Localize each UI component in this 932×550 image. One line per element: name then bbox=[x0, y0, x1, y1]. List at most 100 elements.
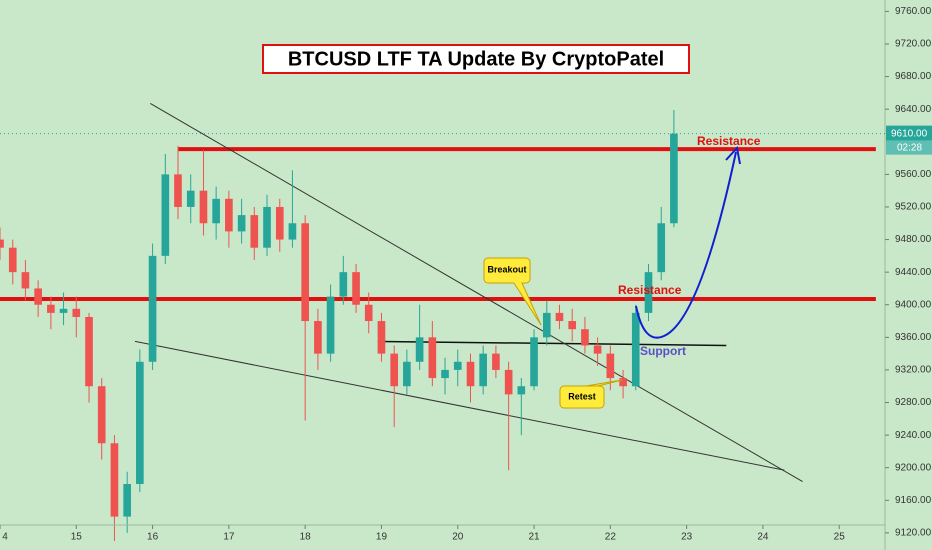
callout bbox=[559, 379, 623, 409]
candle-body bbox=[85, 316, 93, 387]
candle-body bbox=[466, 361, 475, 387]
candle-body bbox=[606, 353, 615, 379]
candle-body bbox=[581, 329, 589, 346]
candle-body bbox=[8, 247, 17, 273]
candle-body bbox=[199, 190, 208, 224]
x-tick-label: 21 bbox=[528, 532, 540, 543]
candle-body bbox=[631, 312, 640, 387]
y-tick-label: 9480.00 bbox=[895, 234, 932, 245]
candle-body bbox=[148, 255, 157, 362]
y-tick-label: 9440.00 bbox=[895, 267, 932, 278]
candle-body bbox=[339, 272, 348, 297]
candle-body bbox=[479, 353, 487, 387]
candle-body bbox=[59, 308, 68, 313]
candle-body bbox=[161, 174, 170, 256]
annotation: Resistance bbox=[618, 283, 682, 297]
trend-line bbox=[134, 340, 785, 471]
candle-body bbox=[136, 361, 144, 484]
candle-body bbox=[288, 223, 297, 240]
candle-body bbox=[275, 206, 284, 240]
candle-body bbox=[555, 312, 564, 322]
plot bbox=[0, 103, 876, 542]
candle-body bbox=[225, 198, 233, 232]
candle-body bbox=[326, 296, 335, 354]
y-tick-label: 9720.00 bbox=[895, 39, 932, 50]
annotation: Support bbox=[640, 344, 686, 358]
x-tick-label: 16 bbox=[147, 532, 159, 543]
x-tick-label: 4 bbox=[2, 532, 8, 543]
candle-body bbox=[237, 215, 246, 232]
candle-body bbox=[212, 198, 220, 224]
y-tick-label: 9160.00 bbox=[895, 495, 932, 506]
candle-body bbox=[568, 321, 577, 330]
candle-body bbox=[301, 223, 309, 322]
y-tick-label: 9400.00 bbox=[895, 299, 932, 310]
candle-body bbox=[314, 321, 322, 354]
y-tick-label: 9200.00 bbox=[895, 462, 932, 473]
annotation: Retest bbox=[568, 391, 596, 401]
callout bbox=[483, 257, 542, 326]
x-tick-label: 23 bbox=[681, 532, 693, 543]
candle-body bbox=[453, 361, 462, 370]
countdown: 02:28 bbox=[897, 142, 922, 153]
projection-arrow bbox=[725, 145, 741, 165]
candle-body bbox=[263, 206, 271, 248]
candle-body bbox=[542, 312, 551, 338]
candle-body bbox=[72, 308, 81, 317]
candle-body bbox=[619, 378, 627, 387]
candle-body bbox=[593, 345, 602, 354]
y-tick-label: 9680.00 bbox=[895, 71, 932, 82]
x-tick-label: 18 bbox=[300, 532, 312, 543]
annotation: Breakout bbox=[487, 264, 526, 274]
candle-body bbox=[352, 272, 360, 305]
title-box bbox=[262, 44, 690, 74]
y-tick-label: 9240.00 bbox=[895, 430, 932, 441]
annotation: Resistance bbox=[697, 134, 761, 148]
y-tick-label: 9280.00 bbox=[895, 397, 932, 408]
y-tick-label: 9360.00 bbox=[895, 332, 932, 343]
y-tick-label: 9760.00 bbox=[895, 6, 932, 17]
candle-body bbox=[377, 321, 386, 354]
y-tick-label: 9560.00 bbox=[895, 169, 932, 180]
y-tick-label: 9520.00 bbox=[895, 202, 932, 213]
x-tick-label: 22 bbox=[605, 532, 617, 543]
candle-body bbox=[174, 174, 182, 207]
candle-body bbox=[364, 304, 373, 322]
x-tick-label: 19 bbox=[376, 532, 388, 543]
last-price-label: 9610.00 bbox=[891, 128, 928, 139]
countdown-box bbox=[886, 140, 932, 155]
candle-body bbox=[428, 337, 437, 379]
candle-body bbox=[657, 223, 666, 273]
last-price-box bbox=[886, 125, 932, 141]
chart-title: BTCUSD LTF TA Update By CryptoPatel bbox=[288, 48, 664, 70]
candle-body bbox=[123, 484, 132, 517]
candle-body bbox=[504, 369, 513, 395]
candle-body bbox=[670, 133, 678, 224]
candle-body bbox=[186, 190, 195, 207]
candle-body bbox=[110, 443, 119, 517]
candle-body bbox=[415, 337, 424, 362]
y-tick-label: 9320.00 bbox=[895, 365, 932, 376]
candle-body bbox=[517, 386, 526, 395]
candle-body bbox=[492, 353, 500, 370]
candle-body bbox=[97, 386, 106, 444]
candle-body bbox=[47, 304, 55, 313]
projection-curve bbox=[635, 151, 737, 339]
x-tick-label: 24 bbox=[757, 532, 769, 543]
x-tick-label: 25 bbox=[834, 532, 846, 543]
candle-body bbox=[21, 272, 30, 289]
candle-body bbox=[250, 215, 259, 248]
y-tick-label: 9640.00 bbox=[895, 104, 932, 115]
x-tick-label: 20 bbox=[452, 532, 464, 543]
candle-body bbox=[403, 361, 411, 387]
x-tick-label: 17 bbox=[223, 532, 235, 543]
candle-body bbox=[441, 369, 449, 379]
y-tick-label: 9120.00 bbox=[895, 528, 932, 539]
trend-line bbox=[150, 103, 803, 482]
candle-body bbox=[0, 239, 4, 248]
candle-body bbox=[390, 353, 399, 387]
candle-body bbox=[530, 337, 538, 387]
candle-body bbox=[644, 272, 653, 313]
candle-body bbox=[34, 288, 42, 305]
